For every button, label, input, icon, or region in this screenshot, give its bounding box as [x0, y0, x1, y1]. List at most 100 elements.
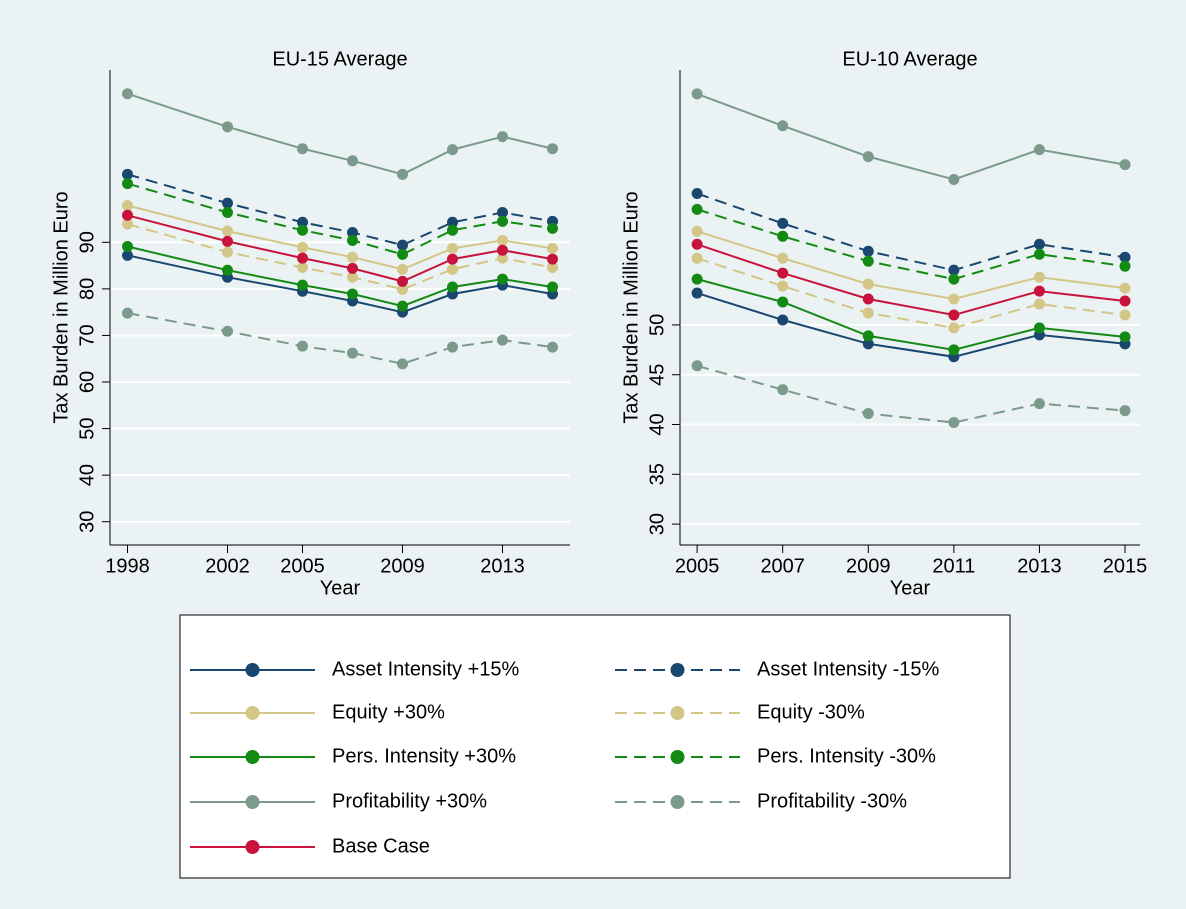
- point: [397, 275, 408, 287]
- x-tick-label: 2015: [1103, 555, 1148, 577]
- point: [447, 281, 458, 293]
- point: [1119, 251, 1131, 263]
- point: [222, 235, 233, 247]
- y-axis-label: Tax Burden in Million Euro: [620, 191, 642, 423]
- legend-label: Equity +30%: [332, 701, 445, 723]
- point: [497, 244, 508, 256]
- point: [297, 261, 308, 273]
- point: [691, 287, 703, 299]
- point: [1119, 159, 1131, 171]
- point: [447, 224, 458, 236]
- point: [862, 151, 874, 163]
- y-tick-label: 70: [76, 324, 98, 346]
- point: [547, 222, 558, 234]
- x-tick-label: 2009: [380, 555, 425, 577]
- point: [1119, 295, 1131, 307]
- series-line: [127, 204, 553, 271]
- legend-label: Equity -30%: [757, 701, 865, 723]
- point: [122, 218, 133, 230]
- x-tick-label: 2005: [280, 555, 325, 577]
- point: [347, 271, 358, 283]
- point: [222, 325, 233, 337]
- x-tick-label: 1998: [105, 555, 150, 577]
- series-line: [127, 223, 553, 291]
- legend-label: Pers. Intensity -30%: [757, 745, 936, 767]
- point: [547, 341, 558, 353]
- point: [297, 224, 308, 236]
- legend-label: Asset Intensity +15%: [332, 658, 520, 680]
- point: [1033, 285, 1045, 297]
- point: [347, 251, 358, 263]
- point: [497, 234, 508, 246]
- series-line: [127, 214, 553, 283]
- series-line: [696, 92, 1126, 181]
- point: [948, 273, 960, 285]
- point: [777, 120, 789, 132]
- legend-label: Profitability -30%: [757, 790, 907, 812]
- point: [447, 216, 458, 228]
- point: [777, 280, 789, 292]
- point: [862, 338, 874, 350]
- series-line: [696, 257, 1126, 329]
- point: [222, 225, 233, 237]
- point: [948, 344, 960, 356]
- point: [447, 144, 458, 156]
- chart-title: EU-10 Average: [842, 48, 977, 70]
- legend-label: Pers. Intensity +30%: [332, 745, 516, 767]
- point: [497, 273, 508, 285]
- point: [1033, 398, 1045, 410]
- point: [948, 322, 960, 334]
- point: [347, 234, 358, 246]
- point: [1033, 144, 1045, 156]
- legend-marker: [670, 706, 685, 720]
- point: [122, 200, 133, 212]
- point: [497, 207, 508, 218]
- point: [347, 347, 358, 359]
- point: [862, 245, 874, 257]
- legend-marker: [670, 663, 685, 677]
- x-axis-label: Year: [890, 577, 931, 599]
- legend-label: Asset Intensity -15%: [757, 658, 940, 680]
- legend-marker: [245, 706, 260, 720]
- point: [948, 264, 960, 276]
- point: [222, 246, 233, 258]
- point: [1119, 309, 1131, 321]
- series-line: [696, 243, 1126, 317]
- x-axis-label: Year: [320, 577, 361, 599]
- point: [691, 187, 703, 199]
- y-tick-label: 60: [76, 371, 98, 393]
- point: [297, 143, 308, 155]
- x-tick-label: 2002: [205, 555, 250, 577]
- point: [547, 242, 558, 254]
- point: [862, 278, 874, 290]
- point: [691, 238, 703, 250]
- series-line: [127, 312, 553, 365]
- point: [948, 174, 960, 186]
- series-line: [696, 208, 1126, 281]
- x-tick-label: 2011: [932, 555, 975, 577]
- y-tick-label: 50: [646, 314, 668, 336]
- point: [347, 288, 358, 300]
- point: [447, 253, 458, 265]
- x-tick-label: 2013: [1017, 555, 1062, 577]
- point: [397, 263, 408, 275]
- point: [497, 215, 508, 227]
- point: [777, 217, 789, 229]
- series-line: [696, 192, 1126, 272]
- series-line: [127, 173, 553, 247]
- point: [1119, 282, 1131, 294]
- x-tick-label: 2007: [760, 555, 805, 577]
- point: [347, 227, 358, 239]
- point: [122, 209, 133, 221]
- series-line: [696, 230, 1126, 301]
- series-line: [696, 278, 1126, 351]
- legend-marker: [670, 750, 685, 764]
- point: [122, 178, 133, 190]
- y-tick-label: 40: [76, 464, 98, 486]
- point: [347, 155, 358, 167]
- legend-label: Profitability +30%: [332, 790, 487, 812]
- point: [497, 131, 508, 143]
- y-tick-label: 90: [76, 231, 98, 253]
- y-tick-label: 50: [76, 417, 98, 439]
